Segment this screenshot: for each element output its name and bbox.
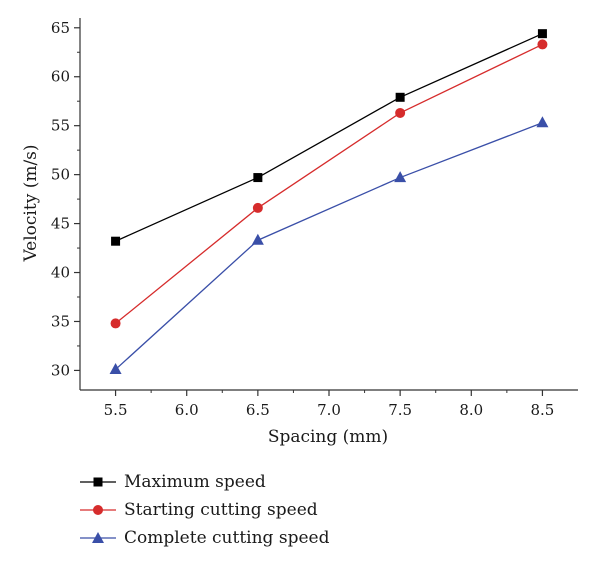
legend-label: Complete cutting speed bbox=[124, 528, 330, 548]
series-complete-cutting-speed bbox=[109, 116, 549, 374]
data-point-triangle bbox=[394, 171, 407, 183]
x-tick-label: 7.0 bbox=[317, 401, 341, 419]
legend: Maximum speed Starting cutting speed Com… bbox=[80, 468, 329, 552]
x-tick-label: 6.5 bbox=[246, 401, 270, 419]
legend-label: Maximum speed bbox=[124, 472, 266, 492]
y-tick-label: 35 bbox=[51, 312, 70, 330]
series-maximum-speed bbox=[111, 29, 547, 246]
legend-item-complete-cutting-speed: Complete cutting speed bbox=[80, 524, 329, 552]
legend-item-maximum-speed: Maximum speed bbox=[80, 468, 329, 496]
data-point-circle bbox=[252, 202, 263, 213]
data-point-circle bbox=[537, 39, 548, 50]
legend-swatch-square-icon bbox=[80, 472, 116, 492]
axes: 5.5 6.0 6.5 7.0 7.5 8.0 8.5 30 35 40 45 50 55 60 65 bbox=[51, 18, 578, 419]
y-tick-label: 45 bbox=[51, 215, 70, 233]
series-line bbox=[115, 33, 543, 242]
legend-label: Starting cutting speed bbox=[124, 500, 318, 520]
legend-swatch-circle-icon bbox=[80, 500, 116, 520]
x-tick-label: 5.5 bbox=[104, 401, 128, 419]
data-point-square bbox=[395, 92, 405, 102]
series-starting-cutting-speed bbox=[110, 39, 548, 329]
data-point-square bbox=[537, 29, 547, 39]
legend-item-starting-cutting-speed: Starting cutting speed bbox=[80, 496, 329, 524]
series-line bbox=[115, 122, 543, 370]
data-point-triangle bbox=[109, 362, 122, 374]
series-layer bbox=[109, 29, 549, 374]
y-tick-label: 65 bbox=[51, 19, 70, 37]
line-chart: 5.5 6.0 6.5 7.0 7.5 8.0 8.5 30 35 40 45 50 55 60 65 Sp… bbox=[21, 18, 578, 447]
y-tick-label: 40 bbox=[51, 264, 70, 282]
x-tick-label: 8.5 bbox=[530, 401, 554, 419]
x-tick-label: 8.0 bbox=[459, 401, 483, 419]
y-tick-label: 50 bbox=[51, 166, 70, 184]
y-tick-label: 60 bbox=[51, 68, 70, 86]
x-tick-label: 7.5 bbox=[388, 401, 412, 419]
data-point-triangle bbox=[251, 233, 264, 245]
legend-swatch-triangle-icon bbox=[80, 528, 116, 548]
data-point-circle bbox=[395, 107, 406, 118]
y-axis-label: Velocity (m/s) bbox=[21, 144, 41, 262]
x-axis-label: Spacing (mm) bbox=[268, 427, 388, 447]
y-tick-label: 30 bbox=[51, 361, 70, 379]
data-point-circle bbox=[110, 318, 121, 329]
data-point-square bbox=[253, 173, 263, 183]
x-tick-label: 6.0 bbox=[175, 401, 199, 419]
series-line bbox=[115, 43, 543, 324]
data-point-square bbox=[111, 236, 121, 246]
data-point-triangle bbox=[536, 116, 549, 128]
y-tick-label: 55 bbox=[51, 117, 70, 135]
